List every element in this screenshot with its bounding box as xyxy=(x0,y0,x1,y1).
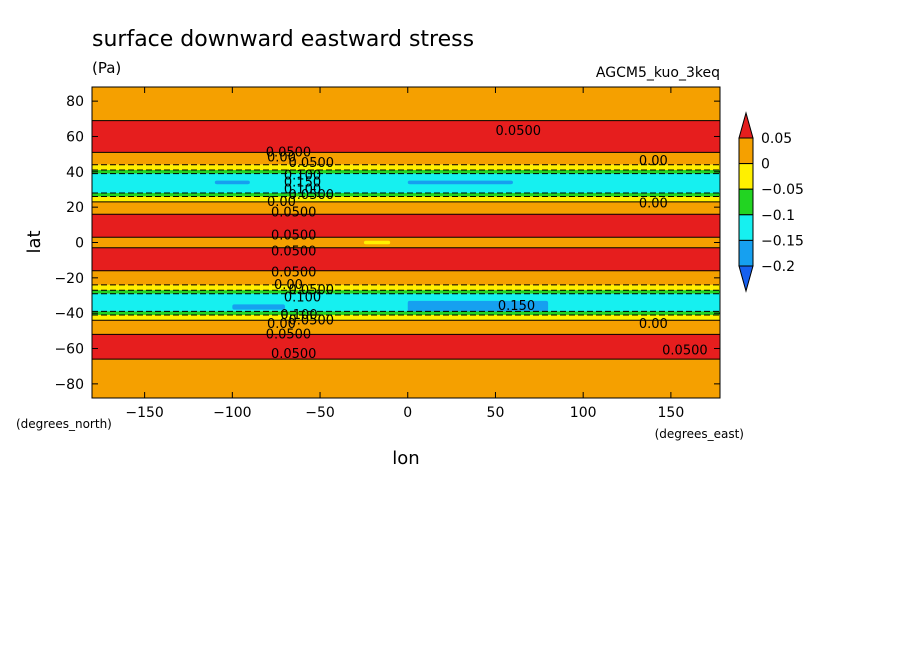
contour-label: 0.0500 xyxy=(266,327,312,342)
contour-label: 0.00 xyxy=(267,195,296,210)
contour-label: 0.0500 xyxy=(266,145,312,160)
lat-band-4 xyxy=(92,170,720,174)
y-tick-label: −80 xyxy=(54,377,84,393)
lat-band-10 xyxy=(92,237,720,248)
lat-band-3 xyxy=(92,164,720,171)
y-unit-label: (degrees_north) xyxy=(16,417,112,431)
x-tick-label: −150 xyxy=(125,405,163,421)
colorbar-label: 0 xyxy=(761,157,770,173)
colorbar-label: −0.1 xyxy=(761,208,795,224)
contour-label: 0.150 xyxy=(284,175,321,190)
axes: −150 −100 −50 0 50 100 150 80 60 40 20 0 −20 −40 −60 −8… xyxy=(54,87,720,421)
lat-band-5 xyxy=(92,173,720,194)
contour-label: 0.0500 xyxy=(496,124,542,139)
x-tick-label: 50 xyxy=(487,405,505,421)
field-patch-4 xyxy=(363,240,391,245)
y-tick-label: 20 xyxy=(66,200,84,216)
plot-area xyxy=(91,86,721,399)
lat-band-12 xyxy=(92,270,720,285)
colorbar-swatch xyxy=(738,188,754,216)
lat-band-0 xyxy=(92,87,720,121)
contour-label: 0.0500 xyxy=(271,205,317,220)
contour-label: 0.0500 xyxy=(271,347,317,362)
chart-units: (Pa) xyxy=(92,59,121,77)
contour-label: 0.100 xyxy=(284,290,321,305)
contour-label: 0.00 xyxy=(639,197,668,212)
contour-label: 0.100 xyxy=(284,168,321,183)
contour-label: 0.0500 xyxy=(289,188,335,203)
colorbar-label: −0.15 xyxy=(761,233,804,249)
contour-label: 0.0500 xyxy=(289,283,335,298)
lat-band-13 xyxy=(92,284,720,291)
x-tick-label: −100 xyxy=(213,405,251,421)
contour-label: 0.00 xyxy=(267,317,296,332)
lat-band-14 xyxy=(92,290,720,294)
contour-labels: 0.05000.05000.000.05000.1000.1500.1000.0… xyxy=(266,124,708,362)
x-unit-label: (degrees_east) xyxy=(655,427,744,441)
contour-label: 0.00 xyxy=(274,278,303,293)
y-tick-label: 40 xyxy=(66,165,84,181)
field-patch-1 xyxy=(407,180,514,185)
colorbar-label: 0.05 xyxy=(761,131,792,147)
plot-content xyxy=(92,87,720,398)
contour-label: 0.150 xyxy=(498,299,535,314)
lat-band-9 xyxy=(92,214,720,238)
colorbar: 0.05 0 −0.05 −0.1 −0.15 −0.2 xyxy=(738,111,804,293)
contour-label: 0.0500 xyxy=(662,343,708,358)
x-tick-label: 150 xyxy=(658,405,685,421)
contour-label: 0.100 xyxy=(280,308,317,323)
lat-band-20 xyxy=(92,359,720,398)
y-tick-label: 0 xyxy=(75,236,84,252)
colorbar-swatch xyxy=(738,214,754,241)
x-tick-label: −50 xyxy=(305,405,335,421)
contour-label: 0.0500 xyxy=(271,244,317,259)
field-patch-3 xyxy=(407,300,549,312)
lat-band-16 xyxy=(92,311,720,315)
y-tick-label: 80 xyxy=(66,94,84,110)
y-tick-label: −40 xyxy=(54,306,84,322)
colorbar-label: −0.05 xyxy=(761,182,804,198)
colorbar-swatch xyxy=(738,137,754,165)
x-tick-label: 0 xyxy=(403,405,412,421)
lat-band-7 xyxy=(92,196,720,202)
contour-label: 0.00 xyxy=(639,317,668,332)
colorbar-label: −0.2 xyxy=(761,259,795,275)
y-tick-label: −20 xyxy=(54,271,84,287)
y-tick-label: 60 xyxy=(66,129,84,145)
lat-band-6 xyxy=(92,193,720,197)
contour-label: 0.0500 xyxy=(271,266,317,281)
contour-label: 0.100 xyxy=(284,182,321,197)
y-axis-label: lat xyxy=(24,230,45,253)
field-patch-0 xyxy=(214,180,250,185)
contour-label: 0.0500 xyxy=(289,156,335,171)
x-axis-label: lon xyxy=(392,448,419,469)
contour-label: 0.00 xyxy=(267,151,296,166)
contour-label: 0.0500 xyxy=(289,313,335,328)
lat-band-11 xyxy=(92,247,720,271)
colorbar-swatch xyxy=(738,163,754,190)
lat-band-19 xyxy=(92,334,720,360)
x-tick-label: 100 xyxy=(570,405,597,421)
colorbar-swatch xyxy=(738,239,754,267)
contour-label: 0.00 xyxy=(639,154,668,169)
lat-band-2 xyxy=(92,152,720,165)
lat-band-1 xyxy=(92,120,720,153)
lat-band-15 xyxy=(92,293,720,312)
contour-label: 0.0500 xyxy=(271,228,317,243)
field-patch-2 xyxy=(232,304,285,310)
y-tick-label: −60 xyxy=(54,342,84,358)
lat-band-17 xyxy=(92,314,720,321)
lat-band-8 xyxy=(92,201,720,215)
model-label: AGCM5_kuo_3keq xyxy=(596,65,720,81)
colorbar-extend-top xyxy=(738,111,754,139)
lat-band-18 xyxy=(92,320,720,335)
chart-title: surface downward eastward stress xyxy=(92,27,474,52)
colorbar-extend-bottom xyxy=(738,265,754,293)
